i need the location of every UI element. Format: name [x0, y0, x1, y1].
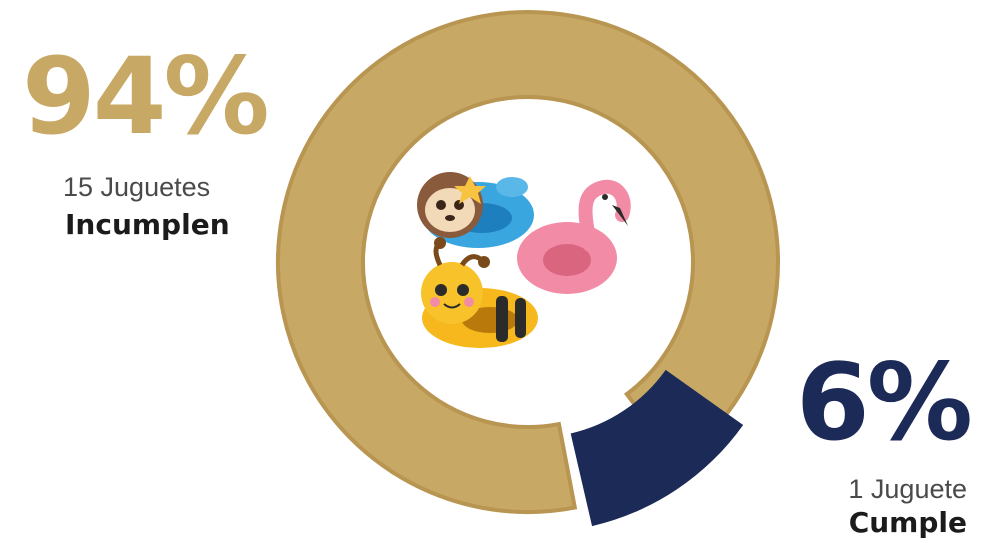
pass-percentage: 6% — [796, 341, 973, 464]
donut-slices — [276, 10, 780, 527]
fail-status-label: Incumplen — [65, 208, 230, 241]
flamingo-float-icon — [517, 179, 631, 294]
pass-count-label: 1 Juguete — [848, 474, 967, 504]
bee-float-icon — [421, 237, 538, 348]
inflatable-toys-image — [417, 172, 631, 348]
fail-count-label: 15 Juguetes — [63, 172, 211, 202]
pass-status-label: Cumple — [848, 506, 967, 539]
fail-percentage: 94% — [22, 35, 270, 158]
sloth-float-icon — [417, 172, 534, 248]
slice-cumple — [570, 369, 744, 527]
